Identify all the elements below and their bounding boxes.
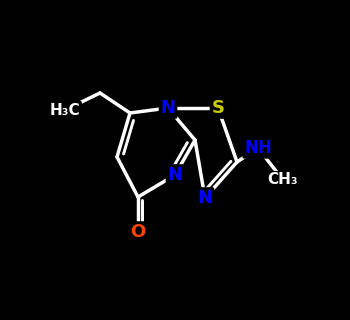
Text: O: O bbox=[130, 223, 146, 241]
Text: N: N bbox=[168, 166, 182, 184]
Text: NH: NH bbox=[244, 139, 272, 157]
Text: N: N bbox=[197, 189, 212, 207]
Text: H₃C: H₃C bbox=[50, 102, 80, 117]
Text: S: S bbox=[211, 99, 224, 117]
Text: CH₃: CH₃ bbox=[268, 172, 298, 188]
Text: N: N bbox=[161, 99, 175, 117]
